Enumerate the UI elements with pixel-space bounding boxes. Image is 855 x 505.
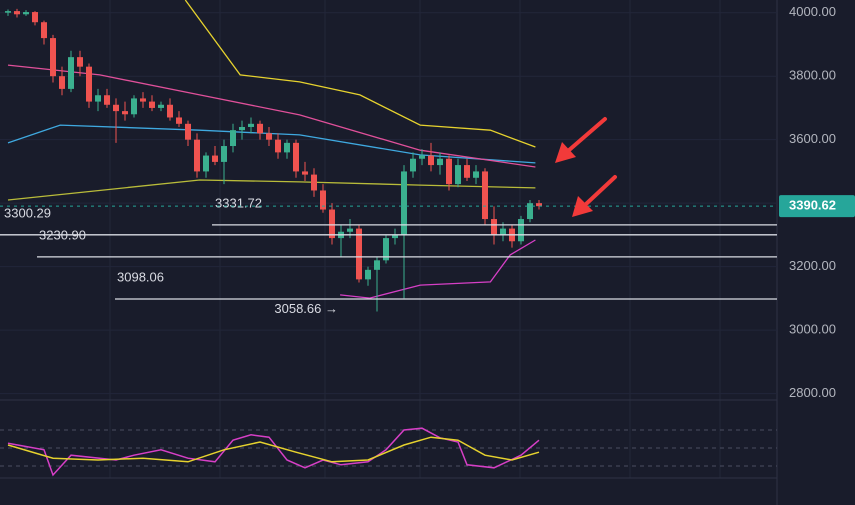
candle-body bbox=[239, 126, 245, 131]
candle-body bbox=[131, 98, 137, 115]
candle-body bbox=[104, 95, 110, 105]
candle-body bbox=[284, 142, 290, 153]
indicator-line bbox=[340, 239, 536, 299]
candle-body bbox=[473, 171, 479, 178]
candle-body bbox=[41, 22, 47, 39]
y-tick-label: 3200.00 bbox=[789, 258, 836, 273]
candle-body bbox=[527, 203, 533, 220]
candle-body bbox=[392, 234, 398, 239]
candle-body bbox=[383, 238, 389, 261]
oscillator-line bbox=[7, 436, 540, 463]
candle-body bbox=[410, 158, 416, 172]
candle-body bbox=[23, 12, 29, 15]
current-price-tag bbox=[779, 195, 855, 218]
candle-body bbox=[122, 111, 128, 115]
candle-body bbox=[77, 57, 83, 67]
candle-body bbox=[356, 228, 362, 280]
candle-body bbox=[140, 98, 146, 102]
level-label: 3230.90 bbox=[39, 227, 86, 242]
level-label: 3300.29 bbox=[4, 205, 51, 220]
current-price-label: 3390.62 bbox=[789, 198, 836, 213]
candle-body bbox=[149, 101, 155, 108]
candle-body bbox=[365, 269, 371, 280]
indicator-line bbox=[7, 124, 536, 164]
candle-body bbox=[248, 123, 254, 127]
candle-body bbox=[113, 104, 119, 112]
annotation-arrows bbox=[555, 117, 617, 217]
candle-body bbox=[203, 155, 209, 172]
candle-body bbox=[59, 76, 65, 89]
y-tick-label: 2800.00 bbox=[789, 385, 836, 400]
candle-body bbox=[95, 95, 101, 102]
candle-body bbox=[500, 228, 506, 235]
candle-body bbox=[32, 12, 38, 23]
candle-body bbox=[491, 219, 497, 235]
y-tick-label: 3000.00 bbox=[789, 322, 836, 337]
candle-body bbox=[464, 165, 470, 178]
candle-body bbox=[302, 171, 308, 175]
candle-body bbox=[50, 38, 56, 77]
oscillator-line bbox=[7, 427, 540, 477]
arrow-head bbox=[555, 142, 576, 163]
arrow-shaft bbox=[583, 175, 617, 207]
y-tick-label: 3600.00 bbox=[789, 131, 836, 146]
indicator-line bbox=[184, 0, 536, 148]
candle-body bbox=[455, 165, 461, 185]
candle-body bbox=[185, 123, 191, 140]
candle-body bbox=[482, 171, 488, 220]
candle-body bbox=[221, 146, 227, 162]
y-tick-label: 4000.00 bbox=[789, 4, 836, 19]
candle-body bbox=[293, 142, 299, 172]
level-label: 3331.72 bbox=[215, 195, 262, 210]
candle-body bbox=[401, 171, 407, 235]
level-label: 3098.06 bbox=[117, 269, 164, 284]
candle-body bbox=[158, 104, 164, 108]
candle-body bbox=[419, 155, 425, 159]
candle-body bbox=[347, 228, 353, 232]
arrow-head bbox=[572, 196, 593, 217]
candle-body bbox=[320, 190, 326, 210]
candle-body bbox=[257, 123, 263, 134]
candle-body bbox=[68, 57, 74, 89]
y-tick-label: 3800.00 bbox=[789, 68, 836, 83]
arrow-shaft bbox=[566, 117, 607, 153]
candle-body bbox=[446, 158, 452, 185]
candle-body bbox=[86, 66, 92, 102]
candle-body bbox=[374, 260, 380, 270]
candle-body bbox=[194, 139, 200, 172]
candle-body bbox=[176, 117, 182, 124]
candle-body bbox=[266, 133, 272, 140]
candle-body bbox=[518, 219, 524, 242]
candle-body bbox=[14, 11, 20, 15]
indicator-line bbox=[7, 179, 536, 201]
candle-body bbox=[5, 11, 11, 13]
candle-body bbox=[212, 155, 218, 162]
indicator-line bbox=[7, 64, 536, 168]
plot: 4000.003800.003600.003400.003200.003000.… bbox=[0, 0, 855, 477]
candle-body bbox=[275, 139, 281, 153]
candle-body bbox=[329, 209, 335, 239]
candle-body bbox=[536, 203, 542, 207]
vertical-grid bbox=[109, 0, 721, 478]
candle-body bbox=[437, 158, 443, 166]
candle-body bbox=[428, 155, 434, 166]
low-marker-label: 3058.66 → bbox=[274, 301, 338, 316]
candle-body bbox=[230, 130, 236, 147]
candle-body bbox=[311, 174, 317, 191]
candle-body bbox=[167, 104, 173, 118]
